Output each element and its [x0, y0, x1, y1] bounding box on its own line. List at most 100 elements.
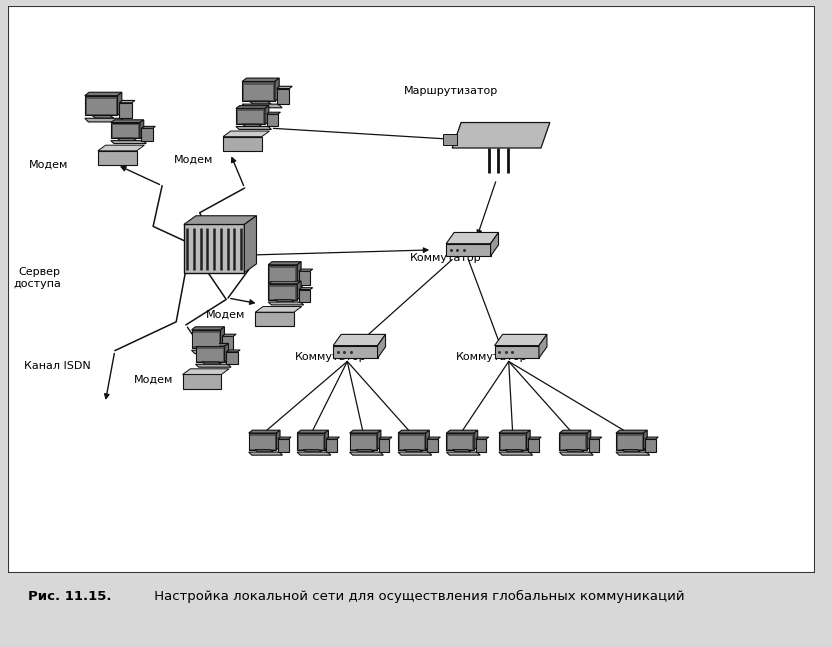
Polygon shape: [117, 93, 121, 115]
FancyBboxPatch shape: [379, 439, 389, 452]
FancyBboxPatch shape: [561, 436, 586, 448]
Polygon shape: [377, 430, 381, 450]
FancyBboxPatch shape: [183, 375, 221, 389]
Text: Маршрутизатор: Маршрутизатор: [404, 87, 498, 96]
Polygon shape: [198, 347, 217, 350]
FancyBboxPatch shape: [85, 96, 117, 115]
Polygon shape: [196, 364, 231, 367]
FancyBboxPatch shape: [242, 82, 275, 102]
Polygon shape: [474, 430, 478, 450]
Polygon shape: [379, 437, 392, 439]
Polygon shape: [277, 86, 292, 89]
Polygon shape: [297, 452, 331, 455]
Polygon shape: [183, 369, 229, 375]
Polygon shape: [255, 450, 273, 452]
FancyBboxPatch shape: [299, 290, 310, 302]
FancyBboxPatch shape: [238, 111, 263, 123]
Polygon shape: [196, 344, 229, 346]
FancyBboxPatch shape: [270, 287, 295, 299]
Polygon shape: [92, 115, 114, 118]
Polygon shape: [491, 232, 498, 256]
Text: Сервер
доступа: Сервер доступа: [13, 267, 61, 289]
FancyBboxPatch shape: [244, 85, 273, 100]
Polygon shape: [268, 285, 304, 289]
Polygon shape: [191, 327, 225, 330]
FancyBboxPatch shape: [255, 313, 294, 326]
Polygon shape: [453, 450, 471, 452]
FancyBboxPatch shape: [399, 436, 424, 448]
Polygon shape: [249, 452, 283, 455]
Polygon shape: [426, 430, 429, 450]
Polygon shape: [494, 334, 547, 345]
FancyBboxPatch shape: [645, 439, 656, 452]
Polygon shape: [266, 112, 280, 114]
FancyBboxPatch shape: [268, 265, 297, 283]
Polygon shape: [191, 350, 227, 353]
FancyBboxPatch shape: [297, 433, 324, 450]
Polygon shape: [559, 452, 593, 455]
Text: Канал ISDN: Канал ISDN: [24, 361, 92, 371]
Text: Модем: Модем: [28, 160, 68, 170]
FancyBboxPatch shape: [119, 103, 132, 118]
FancyBboxPatch shape: [398, 433, 426, 450]
Polygon shape: [255, 307, 302, 313]
Polygon shape: [268, 302, 304, 305]
FancyBboxPatch shape: [448, 436, 473, 448]
FancyBboxPatch shape: [446, 244, 491, 256]
Polygon shape: [242, 78, 280, 82]
Polygon shape: [499, 430, 530, 433]
FancyBboxPatch shape: [277, 89, 290, 104]
Polygon shape: [398, 430, 429, 433]
Polygon shape: [476, 437, 488, 439]
Polygon shape: [184, 215, 256, 225]
FancyBboxPatch shape: [87, 99, 116, 114]
FancyBboxPatch shape: [193, 333, 219, 346]
Polygon shape: [304, 450, 322, 452]
FancyBboxPatch shape: [326, 439, 337, 452]
Polygon shape: [356, 450, 374, 452]
FancyBboxPatch shape: [501, 436, 525, 448]
FancyBboxPatch shape: [427, 439, 438, 452]
FancyBboxPatch shape: [112, 126, 138, 137]
Polygon shape: [236, 126, 271, 129]
Polygon shape: [223, 131, 270, 137]
Polygon shape: [111, 140, 146, 144]
Polygon shape: [98, 145, 145, 151]
Polygon shape: [527, 430, 530, 450]
Polygon shape: [222, 334, 236, 336]
Text: Рис. 11.15.: Рис. 11.15.: [28, 590, 112, 603]
Polygon shape: [275, 300, 294, 302]
Polygon shape: [378, 334, 385, 358]
FancyBboxPatch shape: [184, 225, 245, 272]
Polygon shape: [297, 261, 301, 283]
FancyBboxPatch shape: [141, 128, 153, 140]
Polygon shape: [220, 327, 225, 347]
FancyBboxPatch shape: [349, 433, 377, 450]
FancyBboxPatch shape: [111, 122, 140, 138]
Polygon shape: [117, 138, 136, 140]
FancyBboxPatch shape: [299, 436, 323, 448]
Text: Настройка локальной сети для осуществления глобальных коммуникаций: Настройка локальной сети для осуществлен…: [150, 590, 684, 603]
FancyBboxPatch shape: [197, 349, 223, 361]
FancyBboxPatch shape: [191, 330, 220, 347]
FancyBboxPatch shape: [351, 436, 375, 448]
Polygon shape: [616, 430, 647, 433]
Polygon shape: [85, 93, 121, 96]
FancyBboxPatch shape: [278, 439, 289, 452]
FancyBboxPatch shape: [268, 284, 297, 300]
Polygon shape: [297, 281, 301, 300]
FancyBboxPatch shape: [333, 345, 378, 358]
FancyBboxPatch shape: [222, 336, 234, 350]
Text: Коммутатор: Коммутатор: [295, 353, 366, 362]
Polygon shape: [275, 78, 280, 102]
FancyBboxPatch shape: [588, 439, 599, 452]
Polygon shape: [297, 430, 329, 433]
FancyBboxPatch shape: [443, 135, 457, 145]
Polygon shape: [225, 344, 229, 362]
Polygon shape: [566, 450, 584, 452]
Polygon shape: [202, 362, 221, 364]
Polygon shape: [242, 124, 262, 126]
Polygon shape: [505, 450, 523, 452]
FancyBboxPatch shape: [528, 439, 539, 452]
FancyBboxPatch shape: [266, 114, 278, 126]
